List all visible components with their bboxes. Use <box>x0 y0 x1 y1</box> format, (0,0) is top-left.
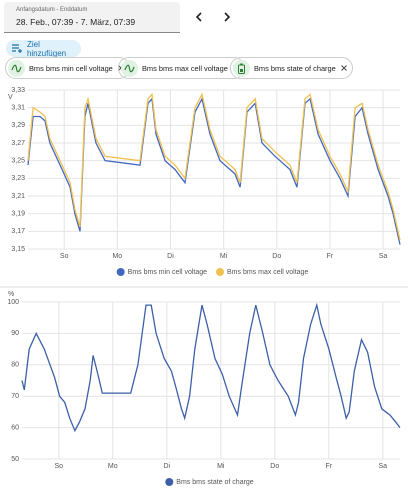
x-tick-label: Mo <box>108 463 118 470</box>
x-tick-label: Di <box>163 463 170 470</box>
x-tick-label: Sa <box>379 463 388 470</box>
y-tick-label: 3,23 <box>11 175 25 182</box>
y-tick-label: 3,17 <box>11 228 25 235</box>
y-tick-label: 80 <box>11 362 19 369</box>
x-tick-label: So <box>55 463 64 470</box>
nav-arrows <box>195 12 231 22</box>
x-tick-label: Mo <box>112 253 122 260</box>
date-picker[interactable]: Anfangsdatum - Enddatum 28. Feb., 07:39 … <box>4 2 180 33</box>
add-target-button[interactable]: Ziel hinzufügen <box>6 39 81 58</box>
legend-marker <box>116 268 125 276</box>
add-target-label: Ziel hinzufügen <box>26 39 67 58</box>
y-tick-label: 3,33 <box>11 87 25 94</box>
y-tick-label: 3,27 <box>11 140 25 147</box>
x-tick-label: Mi <box>220 253 228 260</box>
x-tick-label: Sa <box>379 253 388 260</box>
y-tick-label: 3,15 <box>11 246 25 253</box>
y-tick-label: 100 <box>7 299 19 306</box>
chip[interactable]: Bms bms state of charge <box>230 57 353 79</box>
y-tick-label: 3,31 <box>11 105 25 112</box>
y-tick-label: 50 <box>11 456 19 463</box>
legend-marker <box>165 478 174 486</box>
y-tick-label: 60 <box>11 424 19 431</box>
y-axis-label: % <box>8 291 14 298</box>
series-line <box>21 302 401 433</box>
date-value: 28. Feb., 07:39 - 7. März, 07:39 <box>16 17 136 27</box>
next-button[interactable] <box>224 12 231 22</box>
prev-button[interactable] <box>195 12 202 22</box>
y-axis-label: V <box>8 94 13 101</box>
y-tick-label: 3,29 <box>11 122 25 129</box>
chip-label: Bms bms max cell voltage <box>142 63 228 73</box>
y-tick-label: 70 <box>11 393 19 400</box>
chip[interactable]: Bms bms min cell voltage <box>5 57 130 79</box>
add-icon <box>12 44 22 53</box>
chip-remove[interactable] <box>340 64 348 72</box>
chip-label: Bms bms min cell voltage <box>29 63 113 73</box>
y-tick-label: 90 <box>11 330 19 337</box>
date-label: Anfangsdatum - Enddatum <box>16 7 88 13</box>
legend-marker <box>216 268 225 276</box>
chip-label: Bms bms state of charge <box>254 63 336 73</box>
series-line <box>27 92 401 241</box>
x-tick-label: Mi <box>217 463 225 470</box>
y-tick-label: 3,25 <box>11 158 25 165</box>
legend-label: Bms bms state of charge <box>176 479 254 486</box>
y-tick-label: 3,21 <box>11 193 25 200</box>
y-tick-label: 3,19 <box>11 211 25 218</box>
x-tick-label: Do <box>272 253 281 260</box>
x-tick-label: Do <box>270 463 279 470</box>
legend-label: Bms bms min cell voltage <box>128 269 207 276</box>
x-tick-label: Fr <box>325 463 332 470</box>
x-tick-label: Di <box>167 253 174 260</box>
x-tick-label: Fr <box>327 253 334 260</box>
legend-label: Bms bms max cell voltage <box>227 269 308 276</box>
series-line <box>27 96 401 245</box>
x-tick-label: So <box>60 253 69 260</box>
